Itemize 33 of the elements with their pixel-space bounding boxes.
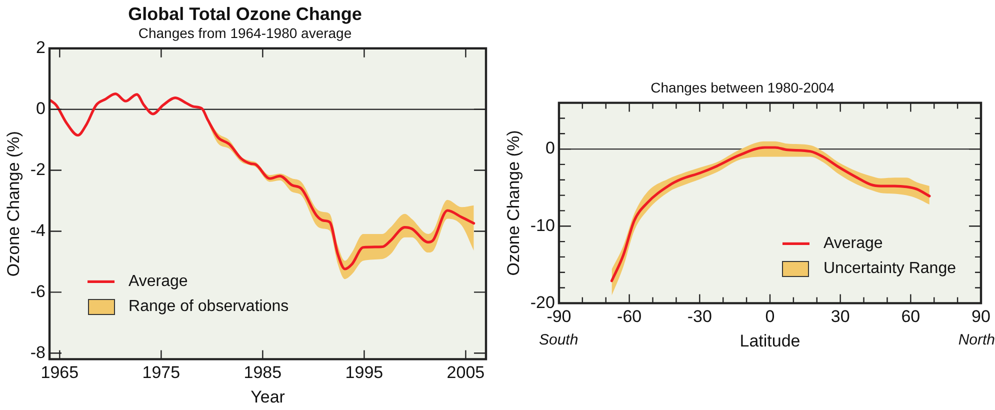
x-tick-label: 1975 <box>142 363 180 382</box>
y-tick-label: -2 <box>30 160 46 179</box>
annotation: Uncertainty Range <box>823 258 956 279</box>
x-tick-label: -30 <box>687 307 712 326</box>
chart-subtitle: Changes from 1964-1980 average <box>138 24 352 41</box>
x-tick-label: 90 <box>972 307 990 326</box>
y-tick-label: 2 <box>36 38 46 58</box>
annotation: Range of observations <box>128 296 289 317</box>
chart-title: Global Total Ozone Change <box>128 4 362 24</box>
y-tick-label: -10 <box>530 216 555 235</box>
y-tick-label: 0 <box>546 138 555 158</box>
y-axis-title: Ozone Change (%) <box>504 130 523 276</box>
y-tick-label: -6 <box>30 282 46 301</box>
text: South <box>538 331 578 348</box>
x-axis-title: Latitude <box>740 331 800 350</box>
line-series <box>50 92 476 270</box>
x-tick-label: 0 <box>765 307 775 326</box>
x-tick-label: 1985 <box>244 363 282 382</box>
chart-title: Changes between 1980-2004 <box>650 79 835 96</box>
x-tick-label: -60 <box>617 307 642 326</box>
legend-label: Average <box>128 273 188 290</box>
x-tick-label: 1995 <box>345 363 384 382</box>
y-axis-title: Ozone Change (%) <box>4 131 23 277</box>
legend-label: Average <box>823 235 883 252</box>
y-tick-label: 0 <box>36 99 46 118</box>
x-tick-label: 60 <box>901 307 920 326</box>
x-axis-title: Year <box>250 387 286 406</box>
y-tick-label: -8 <box>30 342 46 362</box>
x-tick-label: 30 <box>830 307 850 326</box>
text: North <box>958 331 995 348</box>
y-tick-label: -4 <box>30 220 46 240</box>
x-tick-label: 1965 <box>40 363 79 382</box>
x-tick-label: 2005 <box>446 363 485 382</box>
